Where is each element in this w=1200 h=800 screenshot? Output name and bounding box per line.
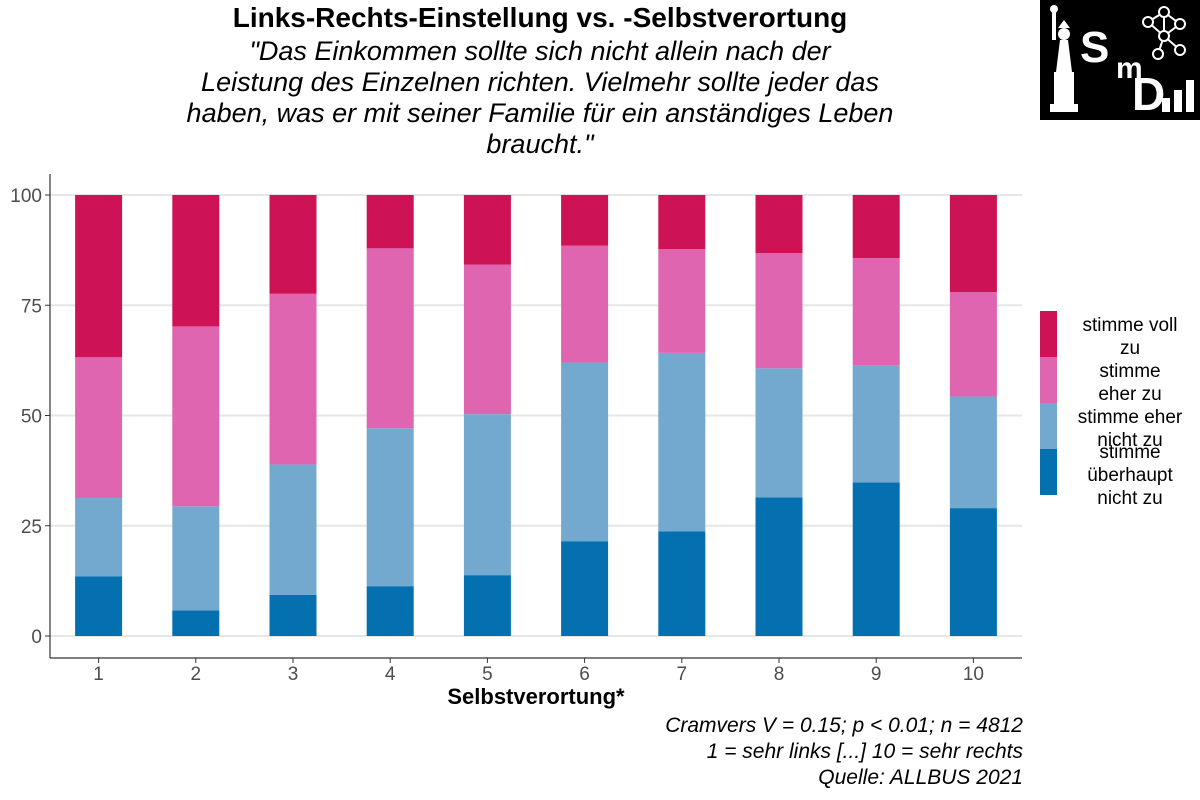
bar-segment — [463, 575, 511, 636]
bar-segment — [269, 293, 317, 465]
bar-segment — [852, 482, 900, 636]
bar-segment — [852, 258, 900, 366]
legend-swatch — [1040, 449, 1057, 495]
legend-label: stimme eher nicht zu — [1077, 407, 1183, 451]
bar-segment — [561, 362, 609, 542]
bar-segment — [366, 195, 414, 249]
bar-segment — [755, 368, 803, 498]
caption-source: Quelle: ALLBUS 2021 — [818, 766, 1023, 789]
legend-label: stimme eher zu — [1098, 361, 1162, 405]
legend-swatch — [1040, 357, 1057, 403]
y-tick-label: 50 — [21, 407, 42, 428]
legend-label: stimme voll zu — [1082, 315, 1178, 359]
bar-segment — [561, 245, 609, 363]
bar-segment — [755, 253, 803, 369]
legend-item: stimme voll zu — [1040, 311, 1200, 359]
bar-segment — [658, 352, 706, 532]
bar-segment — [75, 497, 123, 577]
x-tick-label: 8 — [774, 664, 785, 680]
bar-segment — [949, 508, 997, 636]
bar-segment — [75, 576, 123, 636]
x-tick-label: 10 — [963, 664, 984, 680]
bar-segment — [463, 195, 511, 265]
bar-segment — [561, 195, 609, 246]
logo-letter-d: D — [1132, 68, 1165, 120]
bar-segment — [75, 357, 123, 498]
x-tick-label: 4 — [385, 664, 396, 680]
x-tick-label: 2 — [191, 664, 202, 680]
bar-segment — [269, 195, 317, 294]
bar-segment — [172, 195, 220, 327]
y-tick-label: 0 — [31, 627, 42, 648]
bar-segment — [269, 464, 317, 595]
x-tick-label: 7 — [677, 664, 688, 680]
x-tick-label: 1 — [93, 664, 104, 680]
bar-segment — [366, 248, 414, 429]
bar-segment — [561, 541, 609, 636]
y-tick-label: 100 — [10, 186, 42, 207]
caption-scale-note: 1 = sehr links [...] 10 = sehr rechts — [706, 740, 1023, 763]
caption-statistics: Cramvers V = 0.15; p < 0.01; n = 4812 — [665, 714, 1023, 737]
bar-segment — [658, 249, 706, 353]
bar-segment — [755, 497, 803, 636]
bar-segment — [949, 195, 997, 293]
x-tick-label: 9 — [871, 664, 882, 680]
legend-item: stimme überhaupt nicht zu — [1040, 442, 1200, 509]
bar-segment — [366, 428, 414, 587]
bar-segment — [269, 594, 317, 636]
legend-item: stimme eher nicht zu — [1040, 403, 1200, 451]
bar-segment — [366, 586, 414, 636]
bar-segment — [658, 195, 706, 250]
subtitle-line: Leistung des Einzelnen richten. Vielmehr… — [201, 67, 879, 97]
x-tick-label: 3 — [288, 664, 299, 680]
bar-segment — [658, 531, 706, 636]
subtitle-line: haben, was er mit seiner Familie für ein… — [186, 98, 894, 128]
subtitle-line: "Das Einkommen sollte sich nicht allein … — [249, 36, 831, 66]
legend-swatch — [1040, 403, 1057, 449]
bar-segment — [463, 264, 511, 415]
legend-item: stimme eher zu — [1040, 357, 1200, 405]
bar-segment — [463, 414, 511, 576]
chart-subtitle: "Das Einkommen sollte sich nicht allein … — [90, 36, 990, 160]
x-tick-label: 6 — [579, 664, 590, 680]
logo-letter-m: m — [1116, 52, 1143, 85]
bar-segment — [949, 396, 997, 509]
statue-of-liberty-icon — [1050, 5, 1078, 112]
x-tick-label: 5 — [482, 664, 493, 680]
bar-segment — [949, 292, 997, 397]
subtitle-line: braucht." — [486, 129, 594, 159]
x-axis-title: Selbstverortung* — [447, 684, 625, 709]
logo-letter-s: S — [1080, 23, 1109, 72]
bar-segment — [172, 610, 220, 636]
bar-segment — [75, 195, 123, 358]
y-tick-label: 25 — [21, 517, 42, 538]
smd-logo: S m D — [1040, 0, 1200, 120]
legend-label: stimme überhaupt nicht zu — [1087, 441, 1173, 509]
legend-swatch — [1040, 311, 1057, 357]
bar-segment — [172, 326, 220, 507]
network-icon — [1142, 6, 1186, 60]
bar-segment — [852, 195, 900, 259]
bar-segment — [755, 195, 803, 254]
bar-segment — [852, 365, 900, 483]
bar-chart-icon — [1162, 80, 1194, 112]
bar-segment — [172, 506, 220, 611]
y-tick-label: 75 — [21, 296, 42, 317]
chart-title: Links-Rechts-Einstellung vs. -Selbstvero… — [232, 2, 848, 33]
